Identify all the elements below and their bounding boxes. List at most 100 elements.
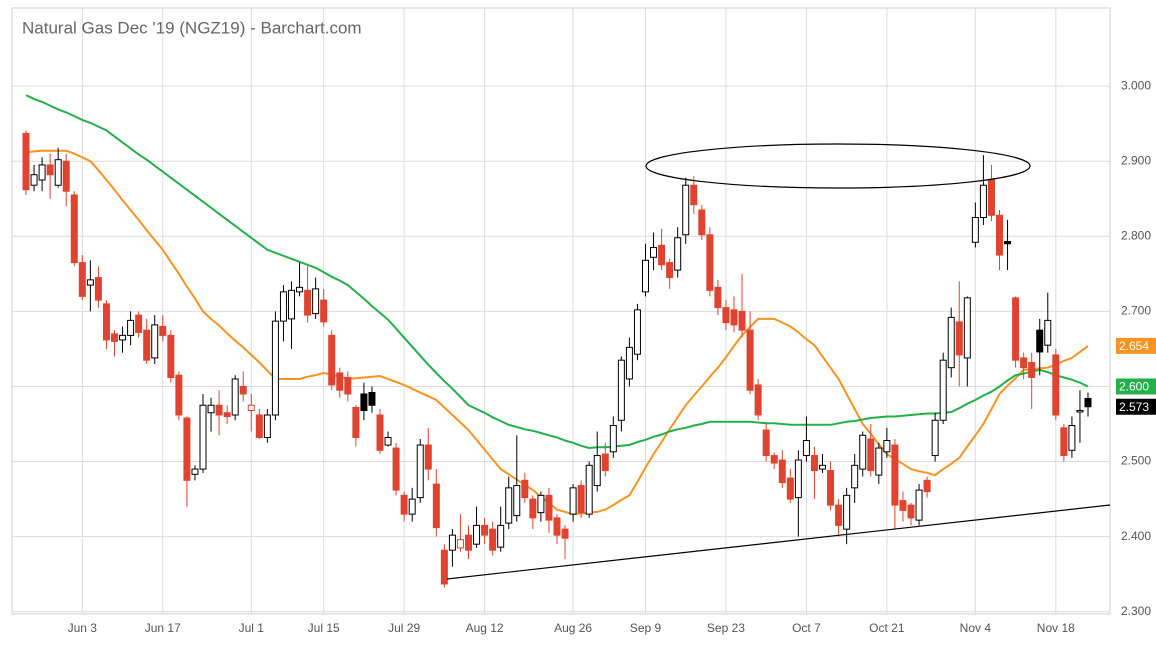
candle-body	[513, 485, 521, 517]
candle-body	[867, 438, 875, 472]
candle-body	[263, 414, 271, 439]
candle-body	[899, 500, 907, 511]
candle-body	[593, 455, 601, 487]
candle-body	[521, 479, 529, 499]
candle-body	[553, 517, 561, 536]
candle-body	[207, 404, 215, 414]
candle-body	[94, 277, 102, 301]
y-tick-label: 3.000	[1121, 78, 1151, 92]
candle-body	[827, 470, 835, 506]
candle-body	[384, 437, 392, 446]
candle-body	[577, 485, 585, 514]
candle-body	[247, 404, 255, 411]
candle-body	[746, 329, 754, 391]
x-tick-label: Oct 7	[792, 621, 821, 635]
candle-body	[135, 314, 143, 333]
candle-body	[22, 132, 30, 191]
candle-body	[1004, 241, 1012, 245]
candle-body	[376, 414, 384, 451]
candle-body	[473, 524, 481, 545]
candle-body	[786, 477, 794, 500]
candle-body	[199, 404, 207, 470]
price-tag-label: 2.654	[1119, 339, 1149, 353]
y-tick-label: 2.300	[1121, 604, 1151, 618]
resistance-ellipse	[645, 143, 1031, 189]
candle-body	[537, 494, 545, 514]
candle-body	[86, 279, 94, 286]
candle-body	[650, 247, 658, 258]
candle-body	[714, 286, 722, 309]
candle-body	[617, 359, 625, 421]
price-tag	[1116, 378, 1156, 395]
candle-body	[215, 404, 223, 416]
candle-body	[191, 468, 199, 475]
candle-body	[585, 464, 593, 515]
candle-body	[810, 455, 818, 472]
price-tag	[1116, 398, 1156, 415]
price-tag-label: 2.600	[1119, 380, 1149, 394]
candle-body	[770, 455, 778, 464]
candle-body	[859, 434, 867, 470]
x-tick-label: Jun 3	[68, 621, 98, 635]
candle-body	[987, 179, 995, 216]
candle-body	[875, 447, 883, 476]
candle-body	[561, 528, 569, 539]
candle-body	[971, 217, 979, 243]
moving-averages	[25, 94, 1089, 516]
candle-body	[794, 459, 802, 499]
candle-body	[352, 406, 360, 439]
candle-body	[481, 524, 489, 536]
y-tick-label: 2.700	[1121, 304, 1151, 318]
candle-body	[931, 419, 939, 457]
grid	[12, 8, 1110, 614]
candle-body	[923, 479, 931, 493]
candle-body	[601, 453, 609, 472]
x-tick-label: Oct 21	[869, 621, 905, 635]
candle-body	[304, 289, 312, 316]
moving-average-line	[25, 94, 1089, 450]
candle-body	[762, 429, 770, 457]
candle-body	[400, 494, 408, 515]
candle-body	[38, 164, 46, 181]
candle-body	[320, 299, 328, 323]
candle-body	[545, 494, 553, 521]
candle-body	[633, 309, 641, 355]
candle-body	[1036, 329, 1044, 353]
candle-body	[1052, 354, 1060, 416]
candle-body	[625, 346, 633, 380]
x-tick-label: Sep 9	[630, 621, 662, 635]
candle-body	[529, 498, 537, 519]
candle-body	[730, 309, 738, 326]
candle-body	[183, 417, 191, 481]
candle-body	[1060, 427, 1068, 457]
candle-body	[1076, 409, 1084, 413]
candle-body	[119, 334, 127, 341]
candle-body	[666, 262, 674, 279]
candle-body	[255, 414, 263, 439]
candle-body	[127, 319, 135, 336]
candle-body	[1012, 297, 1020, 361]
candle-body	[907, 504, 915, 519]
x-tick-label: Nov 4	[960, 621, 992, 635]
candle-body	[159, 325, 167, 336]
candle-body	[448, 534, 456, 551]
axis-labels: 2.300 2.400 2.500 2.600 2.700 2.800 2.900 3.000…	[68, 78, 1156, 635]
candle-body	[392, 447, 400, 491]
y-tick-label: 2.400	[1121, 529, 1151, 543]
candle-body	[851, 464, 859, 489]
candle-body	[802, 440, 810, 457]
candle-body	[279, 291, 287, 322]
candle-body	[312, 288, 320, 315]
candle-body	[569, 487, 577, 515]
price-tag	[1116, 337, 1156, 354]
candle-body	[963, 297, 971, 359]
x-tick-label: Jul 15	[308, 621, 340, 635]
candle-body	[835, 504, 843, 526]
candle-body	[1028, 361, 1036, 378]
candle-body	[497, 524, 505, 548]
candle-body	[102, 303, 110, 341]
candle-body	[979, 184, 987, 219]
candle-body	[1084, 397, 1092, 408]
candle-body	[674, 237, 682, 271]
